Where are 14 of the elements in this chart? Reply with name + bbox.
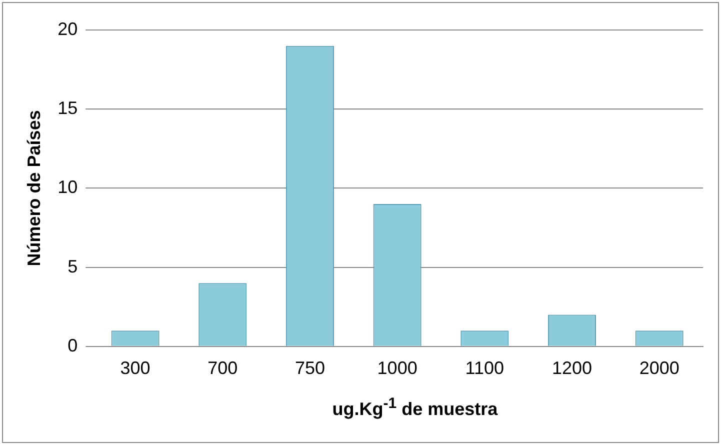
- y-tick-label: 0: [68, 335, 78, 356]
- x-tick-label: 2000: [639, 358, 680, 378]
- y-tick-label: 15: [58, 98, 78, 118]
- y-axis-title: Número de Países: [24, 110, 44, 266]
- x-tick-label: 1100: [465, 358, 504, 378]
- x-tick-label: 1200: [552, 358, 592, 378]
- x-tick-label: 750: [294, 358, 325, 378]
- x-tick-label: 700: [208, 358, 238, 378]
- y-tick-label: 10: [58, 177, 78, 198]
- y-tick-label: 20: [58, 18, 78, 39]
- y-tick-label: 5: [68, 256, 78, 276]
- x-tick-label: 300: [120, 358, 150, 378]
- x-axis-title: ug.Kg$^{-1}$ de muestra: [331, 395, 499, 420]
- x-tick-label: 1000: [377, 358, 418, 378]
